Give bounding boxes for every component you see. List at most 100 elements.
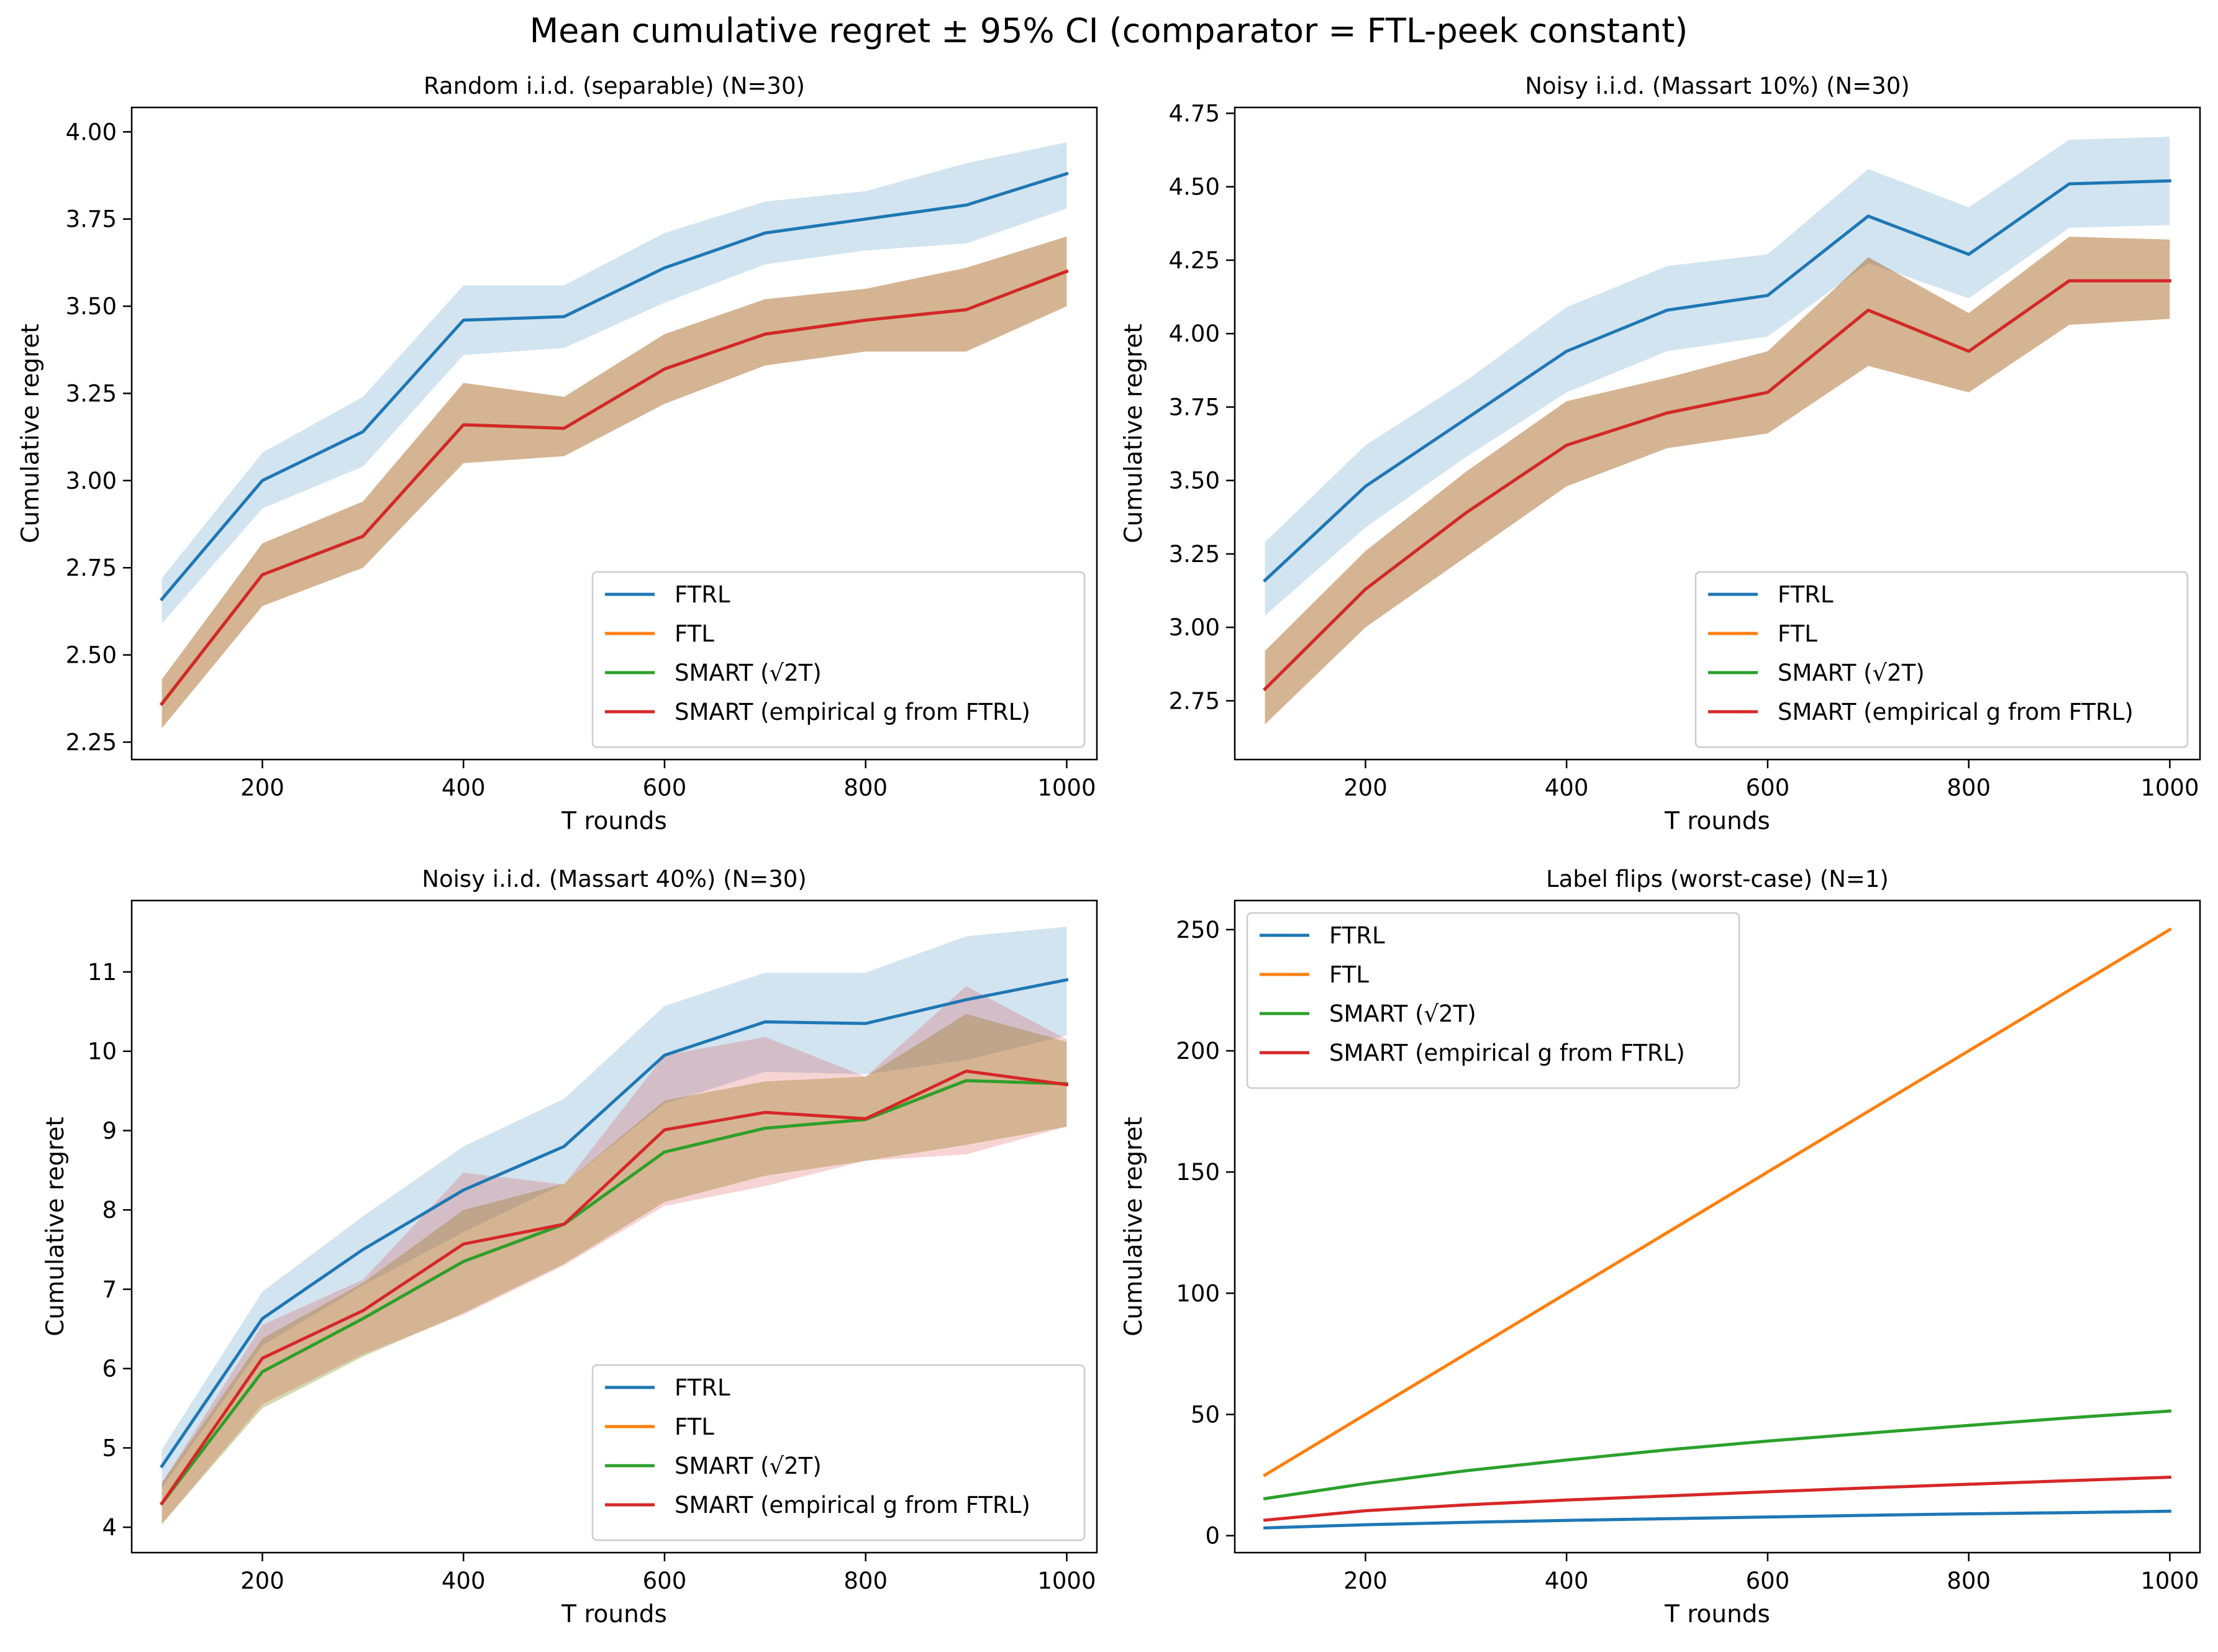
ci-band-1 [1265,137,2170,616]
ci-band-4 [161,236,1067,728]
y-tick-label: 6 [102,1356,117,1382]
x-tick-label: 200 [1343,1568,1388,1594]
legend-entry-2: FTL [675,1414,714,1440]
ci-band-2 [161,236,1067,728]
y-tick-label: 2.75 [66,555,117,581]
x-axis-label: T rounds [1664,807,1770,835]
legend-entry-3: SMART (√2T) [1329,1001,1476,1027]
series-line-1 [1263,1509,2171,1530]
chart-title: Noisy i.i.d. (Massart 10%) (N=30) [1525,73,1909,99]
chart-panel-1: Random i.i.d. (separable) (N=30) 200 400 60… [17,73,1098,835]
y-tick-label: 4.75 [1169,100,1220,127]
ci-band-1 [161,927,1067,1488]
legend-box [591,571,1086,748]
y-tick-label: 3.75 [1169,394,1220,420]
legend-entry-2: FTL [1329,961,1369,988]
y-tick-label: 10 [88,1038,117,1065]
y-tick-label: 3.25 [66,380,117,407]
ci-band-3 [161,1014,1067,1524]
x-tick-label: 400 [1545,1568,1589,1594]
y-tick-label: 4.00 [66,119,117,145]
chart-panel-4: Label flips (worst-case) (N=1) 200 400 600 8… [1120,866,2201,1628]
y-tick-label: 4.25 [1169,247,1220,274]
legend: FTRL FTL SMART (√2T) SMART (empirical g fro… [591,571,1086,748]
x-tick-label: 400 [1545,774,1589,801]
series-line-4 [160,1069,1069,1506]
ci-band-3 [161,236,1067,728]
y-tick-label: 2.75 [1169,688,1220,714]
chart-title: Random i.i.d. (separable) (N=30) [424,73,805,99]
ci-band-2 [161,1014,1067,1524]
y-tick-label: 3.50 [66,293,117,320]
series-line-4 [1263,1476,2171,1522]
chart-panel-2: Noisy i.i.d. (Massart 10%) (N=30) 200 400 6… [1120,73,2201,835]
legend-entry-4: SMART (empirical g from FTRL) [675,1492,1030,1518]
x-tick-label: 1000 [2140,1568,2199,1594]
y-axis-label: Cumulative regret [1120,324,1148,543]
y-tick-label: 7 [102,1276,117,1303]
y-tick-label: 9 [102,1117,117,1144]
y-tick-label: 3.00 [66,468,117,494]
x-tick-label: 1000 [1037,1568,1096,1594]
chart-panel-3: Noisy i.i.d. (Massart 40%) (N=30) 200 400 6… [42,866,1098,1628]
y-tick-label: 11 [88,959,117,986]
x-axis-label: T rounds [561,807,667,835]
y-tick-label: 50 [1191,1402,1220,1428]
legend: FTRL FTL SMART (√2T) SMART (empirical g fro… [1694,571,2189,748]
series-line-1 [1263,179,2171,583]
x-tick-label: 800 [1947,774,1991,801]
y-axis-label: Cumulative regret [1120,1117,1148,1336]
ci-band-4 [1265,237,2170,725]
legend-entry-1: FTRL [1329,922,1385,949]
legend-entry-4: SMART (empirical g from FTRL) [675,699,1030,725]
x-tick-label: 600 [643,1568,687,1594]
y-tick-label: 3.25 [1169,541,1220,568]
legend-entry-3: SMART (√2T) [675,1453,822,1479]
y-tick-label: 0 [1205,1523,1220,1550]
x-tick-label: 800 [1947,1568,1991,1594]
series-line-1 [160,171,1069,602]
legend-box [1694,571,2189,748]
legend-entry-1: FTRL [675,1374,730,1401]
y-tick-label: 150 [1176,1159,1220,1186]
y-axis-label: Cumulative regret [42,1117,70,1336]
x-tick-label: 200 [240,1568,284,1594]
x-tick-label: 600 [643,774,687,801]
series-line-4 [1263,279,2171,692]
y-tick-label: 2.25 [66,729,117,756]
series-line-3 [160,1079,1068,1506]
y-tick-label: 3.75 [66,206,117,233]
y-tick-label: 200 [1176,1038,1220,1064]
legend-entry-3: SMART (√2T) [675,660,822,686]
legend-entry-2: FTL [1778,620,1817,647]
legend-entry-3: SMART (√2T) [1778,660,1925,686]
figure-title: Mean cumulative regret ± 95% CI (compara… [530,11,1688,50]
ci-band-1 [161,142,1067,624]
series-line-1 [160,978,1069,1469]
x-tick-label: 400 [442,1568,486,1594]
chart-title: Noisy i.i.d. (Massart 40%) (N=30) [422,866,806,892]
x-tick-label: 600 [1746,1568,1790,1594]
legend: FTRL FTL SMART (√2T) SMART (empirical g fro… [591,1364,1086,1541]
axes-frame [130,106,1098,761]
x-tick-label: 600 [1746,774,1790,801]
ci-band-3 [1265,237,2170,725]
axes-frame [1234,899,2201,1554]
x-tick-label: 800 [843,774,888,801]
y-tick-label: 5 [102,1435,117,1461]
x-axis-label: T rounds [1664,1600,1770,1628]
series-line-3 [1263,1409,2172,1500]
y-tick-label: 3.50 [1169,468,1220,494]
axes-frame [1234,106,2201,761]
y-axis-label: Cumulative regret [17,324,45,543]
legend-entry-4: SMART (empirical g from FTRL) [1778,699,2134,725]
y-tick-label: 4.50 [1169,174,1220,201]
ci-band-2 [1265,237,2170,725]
y-tick-label: 100 [1176,1280,1220,1307]
y-tick-label: 3.00 [1169,614,1220,641]
legend-box [1246,912,1740,1089]
series-line-2 [1263,927,2172,1477]
legend-entry-1: FTRL [675,581,730,608]
legend-entry-1: FTRL [1778,581,1834,608]
